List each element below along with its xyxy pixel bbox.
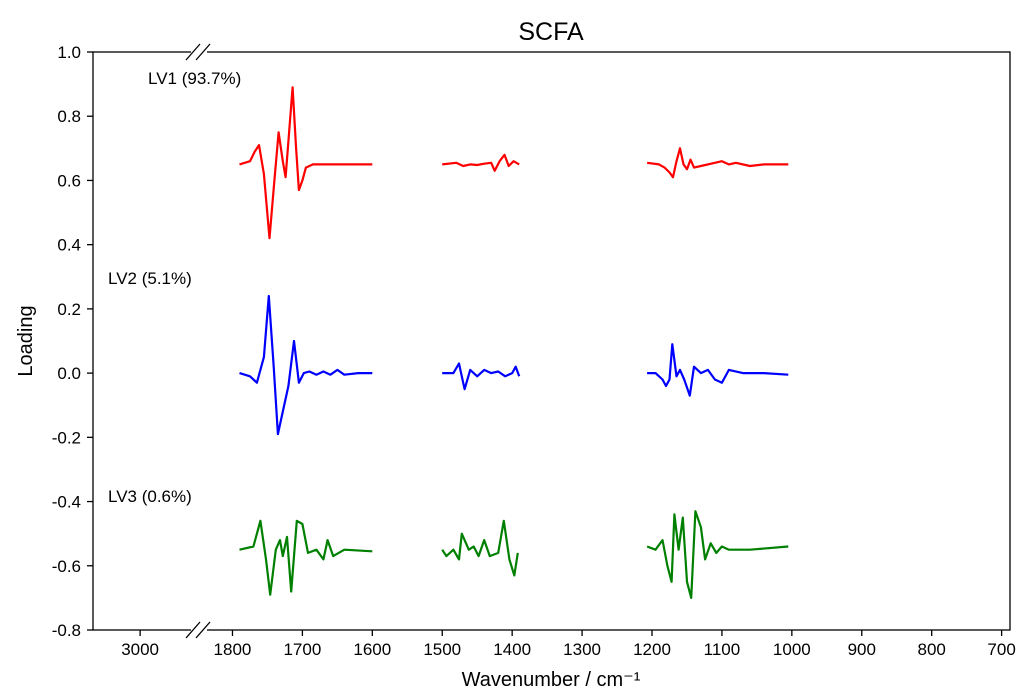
plot-frame [92, 51, 1011, 631]
y-tick-label: 0.4 [57, 236, 81, 255]
x-tick-label: 1300 [563, 640, 601, 659]
y-tick-label: 1.0 [57, 43, 81, 62]
axis-break-gap [191, 627, 207, 633]
series-line [239, 510, 789, 599]
series-line [239, 294, 789, 436]
axis-break-mark [185, 43, 201, 61]
x-tick-label: 1600 [353, 640, 391, 659]
x-tick-label: 1000 [773, 640, 811, 659]
series-label: LV3 (0.6%) [108, 487, 192, 506]
series-label: LV1 (93.7%) [148, 69, 241, 88]
x-axis-label: Wavenumber / cm⁻¹ [462, 669, 641, 691]
y-tick-label: -0.8 [52, 621, 81, 640]
chart-title: SCFA [518, 18, 584, 46]
axis-break-gap [191, 49, 207, 55]
y-tick-label: 0.8 [57, 107, 81, 126]
series-label: LV2 (5.1%) [108, 269, 192, 288]
axis-break-mark [195, 43, 211, 61]
y-tick-label: -0.4 [52, 493, 81, 512]
x-tick-label: 700 [987, 640, 1015, 659]
x-tick-label: 1500 [423, 640, 461, 659]
x-tick-label: 1400 [493, 640, 531, 659]
x-tick-label: 3000 [121, 640, 159, 659]
y-tick-label: 0.0 [57, 364, 81, 383]
axis-break-mark [185, 621, 201, 639]
x-tick-label: 1700 [283, 640, 321, 659]
y-tick-label: 0.6 [57, 171, 81, 190]
y-tick-label: 0.2 [57, 300, 81, 319]
y-tick-label: -0.6 [52, 557, 81, 576]
axis-break-mark [195, 621, 211, 639]
y-axis-label: Loading [15, 305, 37, 376]
x-tick-label: 1100 [704, 640, 741, 659]
x-tick-label: 1800 [214, 640, 252, 659]
x-tick-label: 1200 [633, 640, 671, 659]
series-line [239, 86, 789, 240]
y-tick-label: -0.2 [52, 428, 81, 447]
x-tick-label: 800 [918, 640, 946, 659]
x-tick-label: 900 [848, 640, 876, 659]
